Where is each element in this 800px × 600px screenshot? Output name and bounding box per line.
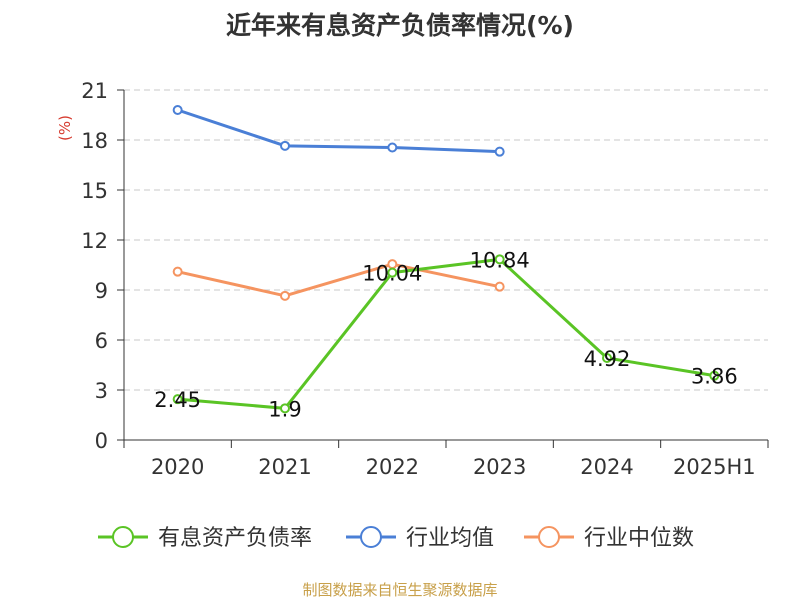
series-line-1 bbox=[177, 108, 500, 154]
data-labels: 2.45 1.9 10.04 10.84 4.92 3.86 bbox=[154, 248, 737, 421]
series-line-2 bbox=[177, 262, 500, 298]
data-point bbox=[280, 290, 290, 301]
data-label: 10.04 bbox=[362, 262, 422, 286]
data-label: 10.84 bbox=[470, 248, 530, 272]
x-tick-label: 2025H1 bbox=[673, 455, 756, 479]
x-tick-label: 2022 bbox=[366, 455, 419, 479]
y-tick-label: 3 bbox=[95, 379, 108, 403]
series-lines bbox=[177, 108, 715, 410]
y-tick-label: 6 bbox=[95, 329, 108, 353]
legend-marker bbox=[538, 526, 560, 548]
y-tick-label: 15 bbox=[81, 179, 108, 203]
legend-marker bbox=[112, 526, 134, 548]
y-tick-label: 0 bbox=[95, 429, 108, 453]
data-point bbox=[387, 142, 398, 153]
y-tick-label: 18 bbox=[81, 129, 108, 153]
y-tick-label: 21 bbox=[81, 79, 108, 103]
data-point bbox=[709, 370, 720, 381]
data-label: 4.92 bbox=[584, 347, 631, 371]
data-point bbox=[172, 394, 183, 405]
data-point bbox=[602, 353, 612, 363]
x-tick-label: 2021 bbox=[258, 455, 311, 479]
data-label: 1.9 bbox=[268, 397, 301, 421]
x-tick-label: 2024 bbox=[580, 455, 633, 479]
data-point bbox=[387, 267, 398, 278]
x-tick-label: 2023 bbox=[473, 455, 526, 479]
data-point bbox=[172, 105, 183, 115]
data-label: 2.45 bbox=[154, 388, 201, 412]
data-label: 3.86 bbox=[691, 365, 738, 389]
data-point bbox=[494, 281, 505, 292]
axes: 0 3 6 9 12 15 18 21 (%) 2020 2021 2022 2023 2024 2025H… bbox=[56, 79, 769, 479]
y-axis-label: (%) bbox=[56, 115, 74, 141]
legend: 有息资产负债率 行业均值 行业中位数 bbox=[98, 526, 694, 551]
source-note: 制图数据来自恒生聚源数据库 bbox=[302, 581, 498, 599]
data-points bbox=[172, 105, 720, 414]
series-line-0 bbox=[177, 257, 715, 410]
y-tick-label: 12 bbox=[81, 229, 108, 253]
data-point bbox=[494, 254, 505, 265]
data-point bbox=[280, 403, 290, 414]
legend-label: 行业均值 bbox=[406, 526, 494, 551]
data-point bbox=[494, 146, 505, 157]
grid-lines bbox=[124, 89, 768, 391]
chart-title: 近年来有息资产负债率情况(%) bbox=[226, 11, 574, 40]
data-point bbox=[172, 266, 183, 277]
legend-label: 行业中位数 bbox=[584, 526, 694, 551]
data-point bbox=[280, 140, 290, 151]
legend-marker bbox=[360, 526, 382, 548]
legend-label: 有息资产负债率 bbox=[158, 526, 312, 551]
x-tick-label: 2020 bbox=[151, 455, 204, 479]
y-tick-label: 9 bbox=[95, 279, 108, 303]
